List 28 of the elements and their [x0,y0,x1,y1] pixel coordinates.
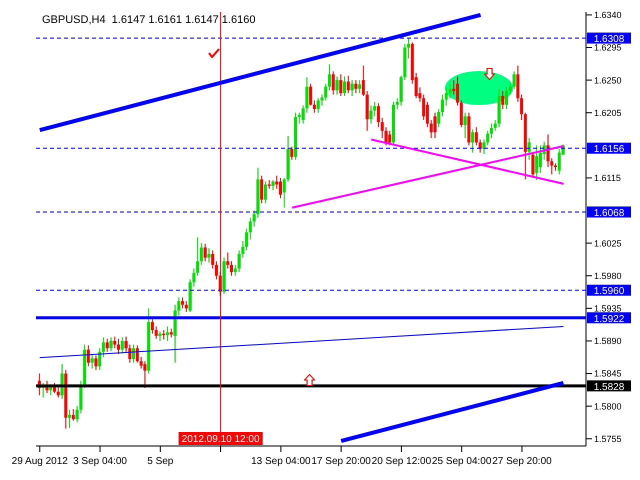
x-tick-label: 3 Sep 04:00 [73,456,128,467]
x-tick-label: 5 Sep [147,456,174,467]
ref-line-label: 1.5960 [594,286,625,298]
y-tick-label: 1.6205 [594,108,622,118]
x-tick-label: 20 Sep 12:00 [372,456,432,467]
y-tick-label: 1.6025 [594,238,622,248]
chart-title: GBPUSD,H4 1.6147 1.6161 1.6147 1.6160 [42,14,256,26]
ref-line-label: 1.5922 [594,314,625,325]
y-tick-label: 1.5845 [594,368,622,379]
y-tick-label: 1.6115 [594,173,621,184]
x-tick-label: 2012.09.10 12:00 [182,434,260,445]
y-tick-label: 1.5980 [594,270,622,281]
x-tick-label: 13 Sep 04:00 [251,456,312,467]
x-tick-label: 27 Sep 20:00 [492,456,552,467]
x-tick-label: 17 Sep 20:00 [311,456,372,467]
y-tick-label: 1.5935 [594,304,622,314]
ref-line-label: 1.5828 [594,382,625,393]
y-tick-label: 1.6340 [594,10,622,20]
ref-line-label: 1.6308 [594,34,625,46]
x-tick-label: 25 Sep 04:00 [432,456,492,467]
y-tick-label: 1.5800 [594,401,622,412]
y-tick-label: 1.6295 [594,42,622,53]
y-tick-label: 1.5755 [594,434,622,444]
y-tick-label: 1.6250 [594,75,622,86]
y-tick-label: 1.5890 [594,336,622,346]
ref-line-label: 1.6156 [594,144,625,156]
ref-line-label: 1.6068 [594,208,625,219]
x-tick-label: 29 Aug 2012 [12,456,68,467]
